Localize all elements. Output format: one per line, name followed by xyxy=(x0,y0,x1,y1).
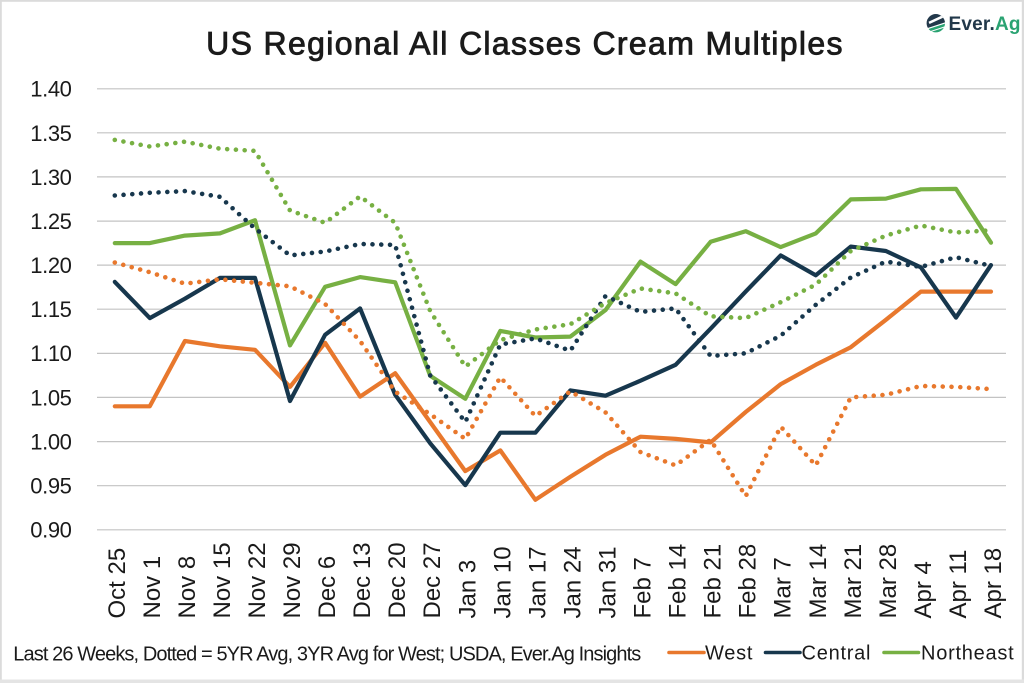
svg-text:1.25: 1.25 xyxy=(30,209,71,234)
svg-text:1.30: 1.30 xyxy=(30,165,71,190)
svg-text:Jan 3: Jan 3 xyxy=(454,560,481,619)
svg-text:1.00: 1.00 xyxy=(30,429,71,454)
svg-text:West: West xyxy=(705,643,753,665)
svg-text:Mar 7: Mar 7 xyxy=(770,557,797,618)
svg-text:Feb 21: Feb 21 xyxy=(700,544,727,619)
svg-text:0.90: 0.90 xyxy=(30,518,71,543)
svg-text:Ever.Ag: Ever.Ag xyxy=(949,14,1021,35)
svg-text:US Regional All Classes Cream: US Regional All Classes Cream Multiples xyxy=(206,26,844,62)
svg-text:Mar 21: Mar 21 xyxy=(840,544,867,619)
svg-text:Jan 24: Jan 24 xyxy=(559,546,586,618)
svg-text:Dec 6: Dec 6 xyxy=(314,556,341,619)
svg-text:Feb 14: Feb 14 xyxy=(665,544,692,619)
svg-text:Dec 20: Dec 20 xyxy=(384,542,411,618)
svg-text:1.15: 1.15 xyxy=(30,297,71,322)
svg-text:Oct 25: Oct 25 xyxy=(104,548,131,619)
svg-text:Jan 31: Jan 31 xyxy=(595,546,622,618)
svg-text:Feb 7: Feb 7 xyxy=(630,557,657,618)
svg-text:1.20: 1.20 xyxy=(30,253,71,278)
svg-text:Nov 29: Nov 29 xyxy=(279,542,306,618)
svg-text:1.40: 1.40 xyxy=(30,77,71,102)
svg-text:Jan 10: Jan 10 xyxy=(489,546,516,618)
svg-text:Dec 27: Dec 27 xyxy=(419,542,446,618)
svg-text:Nov 15: Nov 15 xyxy=(209,542,236,618)
svg-text:Northeast: Northeast xyxy=(921,643,1014,665)
svg-text:Nov 1: Nov 1 xyxy=(139,556,166,619)
svg-text:Apr 11: Apr 11 xyxy=(945,550,972,619)
svg-text:Mar 14: Mar 14 xyxy=(805,544,832,619)
svg-text:Feb 28: Feb 28 xyxy=(735,544,762,619)
svg-text:Apr 18: Apr 18 xyxy=(980,548,1007,619)
svg-text:Nov 8: Nov 8 xyxy=(174,556,201,619)
svg-text:Apr 4: Apr 4 xyxy=(910,561,937,618)
svg-text:1.05: 1.05 xyxy=(30,385,71,410)
svg-text:Mar 28: Mar 28 xyxy=(875,544,902,619)
svg-text:Last 26 Weeks, Dotted = 5YR Av: Last 26 Weeks, Dotted = 5YR Avg, 3YR Avg… xyxy=(13,644,641,666)
svg-text:Jan 17: Jan 17 xyxy=(524,546,551,618)
svg-text:Dec 13: Dec 13 xyxy=(349,542,376,618)
svg-text:0.95: 0.95 xyxy=(30,474,71,499)
svg-text:1.10: 1.10 xyxy=(30,341,71,366)
svg-text:Nov 22: Nov 22 xyxy=(244,542,271,618)
svg-text:1.35: 1.35 xyxy=(30,121,71,146)
svg-text:Central: Central xyxy=(802,643,872,665)
